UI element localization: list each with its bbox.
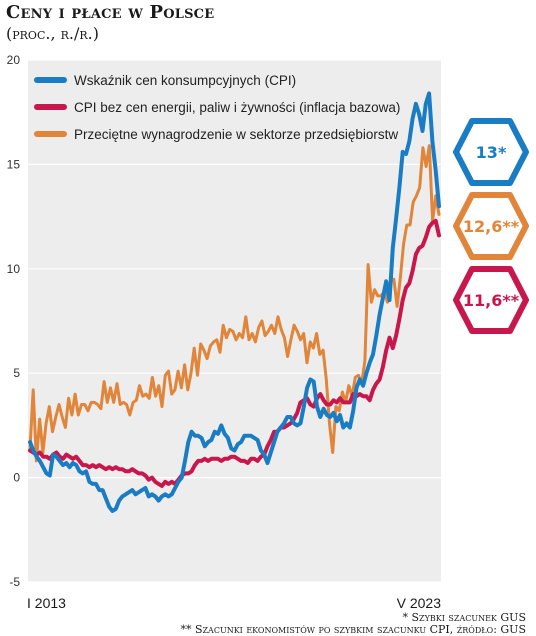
footnote-source: ** Szacunki ekonomistów po szybkim szacu… [180,623,526,636]
series-line [28,91,441,513]
series-line [28,144,441,463]
y-tick-label: 5 [13,366,20,380]
legend-label: Przeciętne wynagrodzenie w sektorze prze… [74,127,398,142]
callout-value: 11,6** [463,291,520,310]
callout-hexagon [453,192,529,260]
y-tick-label: 0 [13,471,20,485]
legend-label: Wskaźnik cen konsumpcyjnych (CPI) [74,73,296,88]
callout-value: 12,6** [463,217,520,236]
x-tick-label: I 2013 [27,595,66,611]
chart-subtitle: (proc., r./r.) [6,24,99,43]
legend-label: CPI bez cen energii, paliw i żywności (i… [74,100,400,115]
x-tick-label: V 2023 [397,595,442,611]
y-tick-label: 10 [7,262,21,276]
series-line [28,218,441,488]
footnote-flash-estimate: * Szybki szacunek GUS [402,611,526,624]
plot-background [28,60,441,582]
callout-hexagon [453,118,529,186]
chart-title: Ceny i płace w Polsce [6,2,215,23]
y-tick-label: 20 [7,53,21,67]
legend: Wskaźnik cen konsumpcyjnych (CPI) CPI bez… [34,73,400,142]
callout-hexagon [453,266,529,334]
callout-value: 13* [476,143,507,162]
y-tick-label: -5 [9,575,20,589]
y-tick-label: 15 [7,157,21,171]
